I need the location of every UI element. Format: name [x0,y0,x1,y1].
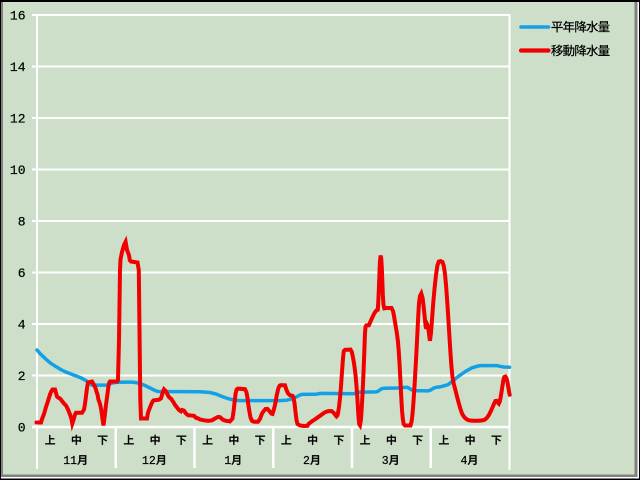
svg-text:8: 8 [18,215,26,230]
svg-text:2: 2 [303,455,310,468]
svg-text:12: 12 [10,112,26,127]
svg-text:4: 4 [18,318,26,333]
svg-text:6: 6 [18,266,26,281]
svg-text:12: 12 [142,455,156,468]
svg-text:4: 4 [460,455,467,468]
svg-text:11: 11 [63,455,77,468]
svg-text:1: 1 [224,455,231,468]
svg-text:3: 3 [382,455,389,468]
svg-text:2: 2 [18,369,26,384]
svg-text:0: 0 [18,421,26,436]
svg-text:14: 14 [10,60,26,75]
svg-text:10: 10 [10,163,26,178]
svg-text:16: 16 [10,9,26,24]
